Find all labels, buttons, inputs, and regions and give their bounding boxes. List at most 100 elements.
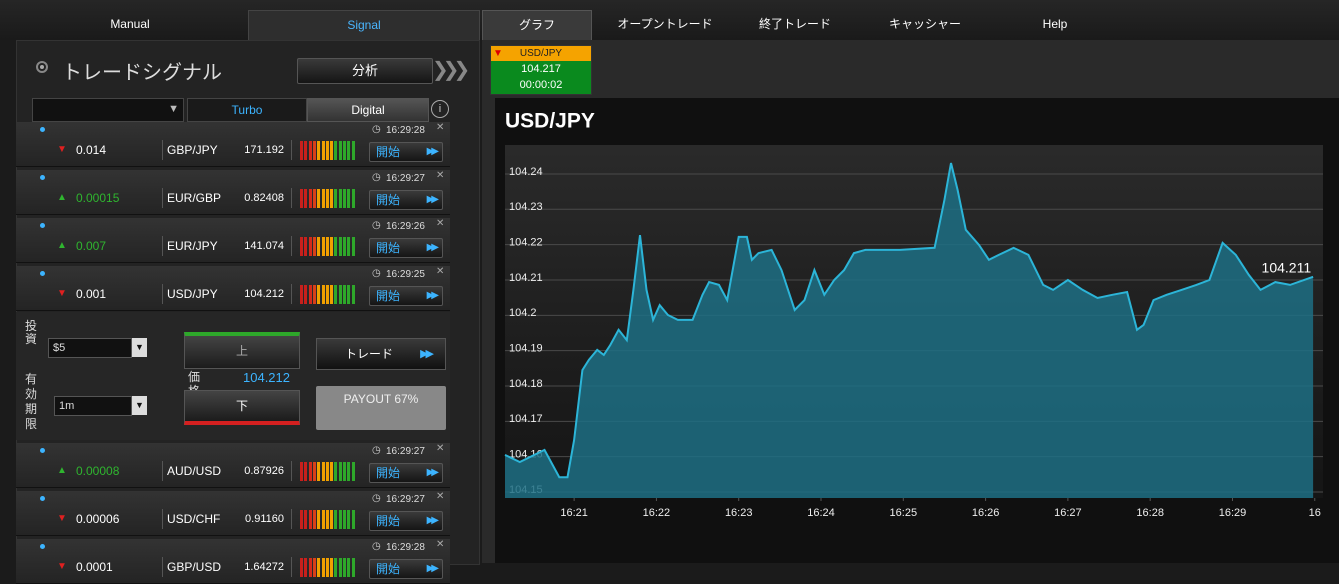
strength-bar [338,189,342,208]
dropdown[interactable]: ▼ [32,98,184,122]
close-icon[interactable]: ✕ [436,443,445,454]
strength-bar [317,462,321,481]
analyze-button[interactable]: 分析 [297,58,433,84]
investment-select[interactable]: $5 [48,338,132,358]
signal-row[interactable]: ◷ 16:29:27 ✕ ▲ 0.00008 AUD/USD 0.87926 開始 ▶▶ [16,443,450,488]
strength-bar [347,462,351,481]
strength-bar [351,141,355,160]
separator [291,140,292,160]
strength-bar [343,141,346,160]
radio-icon [36,61,48,73]
strength-bar [304,237,308,256]
start-label: 開始 [376,514,401,528]
x-tick-label: 16:24 [807,507,835,519]
y-tick-label: 104.19 [509,343,543,355]
status-dot [40,271,45,276]
signal-price: 0.91160 [245,513,284,525]
clock-icon: ◷ [372,172,381,183]
close-icon[interactable]: ✕ [436,122,445,133]
x-tick-label: 16:23 [725,507,753,519]
signal-row[interactable]: ◷ 16:29:25 ✕ ▼ 0.001 USD/JPY 104.212 開始 ▶▶ [16,266,450,311]
strength-bar [325,237,329,256]
ticker-pair: ▼ USD/JPY [491,46,591,61]
chart: USD/JPY 104.15104.16104.17104.18104.1910… [495,98,1339,563]
strength-bar [338,510,342,529]
close-icon[interactable]: ✕ [436,491,445,502]
nav-tab[interactable]: Help [1042,17,1068,31]
separator [162,236,163,256]
price-label: 価格 [188,370,201,390]
ticker[interactable]: ▼ USD/JPY 104.217 00:00:02 [490,45,592,95]
nav-tab[interactable]: キャッシャー [888,17,961,31]
start-button[interactable]: 開始 ▶▶ [369,463,443,483]
strength-bar [312,510,316,529]
play-icon: ▶▶ [426,242,440,253]
signal-pair: AUD/USD [167,464,222,478]
nav-tab[interactable]: グラフ [482,10,592,41]
strength-bar [325,189,329,208]
close-icon[interactable]: ✕ [436,170,445,181]
start-button[interactable]: 開始 ▶▶ [369,190,443,210]
strength-bar [304,510,308,529]
signal-price: 141.074 [244,240,284,252]
signal-pair: EUR/GBP [167,191,222,205]
y-tick-label: 104.21 [509,272,543,284]
strength-bar [334,237,338,256]
play-icon: ▶▶ [426,515,440,526]
trade-button[interactable]: トレード ▶▶ [316,338,446,370]
nav-tab[interactable]: Signal [248,10,480,41]
nav-tab[interactable]: オープントレード [617,17,713,31]
start-button[interactable]: 開始 ▶▶ [369,238,443,258]
start-button[interactable]: 開始 ▶▶ [369,511,443,531]
strength-bar [347,510,351,529]
signal-time: 16:29:27 [386,173,425,184]
payout-box: PAYOUT 67% [316,386,446,430]
strength-bar [343,237,346,256]
clock-icon: ◷ [372,124,381,135]
strength-bar [304,285,308,304]
tab-turbo[interactable]: Turbo [187,98,307,122]
info-icon[interactable]: i [431,100,449,118]
expiry-label: 有効期限 [25,372,38,431]
strength-bar [338,285,342,304]
signal-price: 0.87926 [244,465,284,477]
strength-bar [325,462,329,481]
strength-bar [334,510,338,529]
signal-row[interactable]: ◷ 16:29:27 ✕ ▲ 0.00015 EUR/GBP 0.82408 開始 ▶▶ [16,170,450,215]
signal-row[interactable]: ◷ 16:29:28 ✕ ▼ 0.014 GBP/JPY 171.192 開始 ▶▶ [16,122,450,167]
nav-tab[interactable]: Manual [110,17,150,31]
signal-row[interactable]: ◷ 16:29:26 ✕ ▲ 0.007 EUR/JPY 141.074 開始 ▶▶ [16,218,450,263]
close-icon[interactable]: ✕ [436,539,445,550]
strength-bar [317,285,321,304]
start-label: 開始 [376,466,401,480]
down-button[interactable]: 下 [184,390,300,425]
signal-pair: USD/CHF [167,512,221,526]
strength-bar [308,462,312,481]
up-button[interactable]: 上 [184,332,300,369]
start-label: 開始 [376,241,401,255]
separator [162,284,163,304]
strength-bar [308,237,312,256]
start-button[interactable]: 開始 ▶▶ [369,286,443,306]
strength-bar [321,462,325,481]
strength-bar [308,189,312,208]
close-icon[interactable]: ✕ [436,218,445,229]
strength-bar [338,141,342,160]
strength-bar [343,189,346,208]
signal-row[interactable]: ◷ 16:29:27 ✕ ▼ 0.00006 USD/CHF 0.91160 開始 ▶▶ [16,491,450,536]
strength-bar [351,462,355,481]
strength-bar [300,189,303,208]
separator [162,140,163,160]
nav-tab[interactable]: 終了トレード [758,17,831,31]
start-button[interactable]: 開始 ▶▶ [369,142,443,162]
expiry-select[interactable]: 1m [54,396,132,416]
strength-bar [321,237,325,256]
status-dot [40,448,45,453]
start-label: 開始 [376,193,401,207]
close-icon[interactable]: ✕ [436,266,445,277]
signal-change: 0.014 [76,143,107,157]
tab-digital[interactable]: Digital [307,98,429,122]
strength-bar [317,237,321,256]
nav-bar: Manual Signal グラフ オープントレード 終了トレード キャッシャー… [0,0,1339,41]
signal-time: 16:29:27 [386,494,425,505]
